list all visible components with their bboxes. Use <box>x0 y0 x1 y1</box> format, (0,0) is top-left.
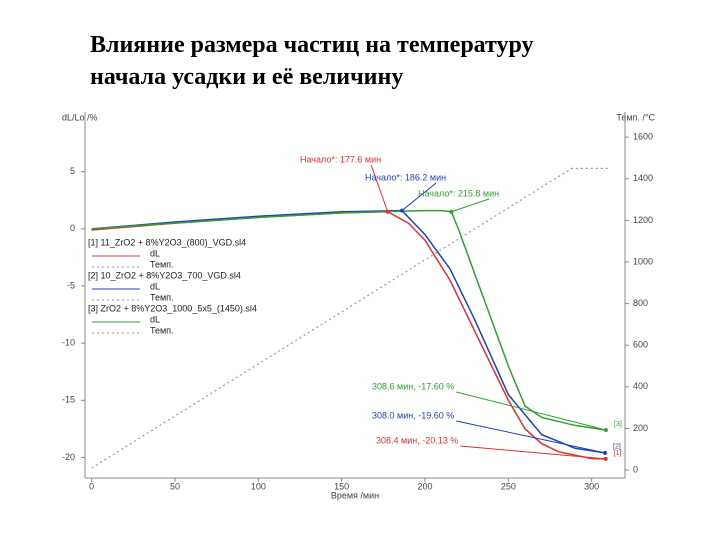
annotation-leader <box>460 445 606 460</box>
x-axis-label: Время /мин <box>331 490 379 500</box>
legend-entry: Темп. <box>150 259 174 269</box>
y2-tick-label: 1400 <box>633 173 653 183</box>
y2-tick-label: 400 <box>633 381 648 391</box>
annotation-point <box>604 428 608 432</box>
annotation-leader <box>401 182 437 211</box>
annotation: Начало*: 186.2 мин <box>365 172 446 182</box>
y-tick-label: -20 <box>62 452 75 462</box>
x-tick-label: 250 <box>501 481 516 491</box>
annotation-point <box>449 209 454 214</box>
y-tick-label: 5 <box>70 166 75 176</box>
y-tick-label: 0 <box>70 223 75 233</box>
temperature-line <box>91 167 609 469</box>
annotation: Начало*: 215.8 мин <box>418 188 499 198</box>
x-tick-label: 0 <box>89 481 94 491</box>
legend-entry: dL <box>150 248 160 258</box>
x-tick-label: 300 <box>584 481 599 491</box>
y2-tick-label: 1200 <box>633 215 653 225</box>
legend-entry: dL <box>150 281 160 291</box>
y2-axis-label: Темп. /°C <box>616 112 655 122</box>
chart-title: Влияние размера частиц на температуру <box>90 32 534 58</box>
x-tick-label: 200 <box>417 481 432 491</box>
legend-file: [1] 11_ZrO2 + 8%Y2O3_(800)_VGD.sl4 <box>88 237 246 247</box>
data-line <box>91 209 607 431</box>
legend-entry: dL <box>150 314 160 324</box>
y2-tick-label: 0 <box>633 464 638 474</box>
annotation-point <box>400 208 404 213</box>
annotation: 308.0 мин, -19.60 % <box>372 410 454 420</box>
annotation: 308.6 мин, -17.60 % <box>372 381 454 391</box>
y-tick-label: -5 <box>67 280 75 290</box>
y-tick-label: -15 <box>62 395 75 405</box>
y2-tick-label: 1600 <box>633 132 653 142</box>
annotation-leader <box>370 164 389 212</box>
end-label: [2] <box>613 444 621 451</box>
legend-entry: Темп. <box>150 325 174 335</box>
y2-tick-label: 200 <box>633 423 648 433</box>
annotation: Начало*: 177.6 мин <box>300 154 381 164</box>
legend-file: [2] 10_ZrO2 + 8%Y2O3_700_VGD.sl4 <box>88 270 241 280</box>
end-label: [3] <box>614 421 622 428</box>
y2-tick-label: 1000 <box>633 256 653 266</box>
y-tick-label: -10 <box>62 338 75 348</box>
end-label: [1] <box>614 450 622 457</box>
x-tick-label: 150 <box>334 481 349 491</box>
annotation-point <box>385 209 390 214</box>
y2-tick-label: 600 <box>633 340 648 350</box>
annotation-leader <box>456 420 606 454</box>
x-tick-label: 50 <box>170 481 180 491</box>
annotation: 308.4 мин, -20.13 % <box>376 435 458 445</box>
annotation-point <box>603 450 607 455</box>
data-line <box>91 209 606 454</box>
legend-entry: Темп. <box>150 292 174 302</box>
legend-file: [3] ZrO2 + 8%Y2O3_1000_5x5_(1450).sl4 <box>88 303 257 313</box>
annotation-point <box>603 456 608 461</box>
annotation-leader <box>451 198 490 213</box>
y-axis-label: dL/Lo /% <box>62 112 98 122</box>
x-tick-label: 100 <box>251 481 266 491</box>
annotation-leader <box>456 391 607 431</box>
y2-tick-label: 800 <box>633 298 648 308</box>
chart-title: начала усадки и её величину <box>90 64 403 90</box>
